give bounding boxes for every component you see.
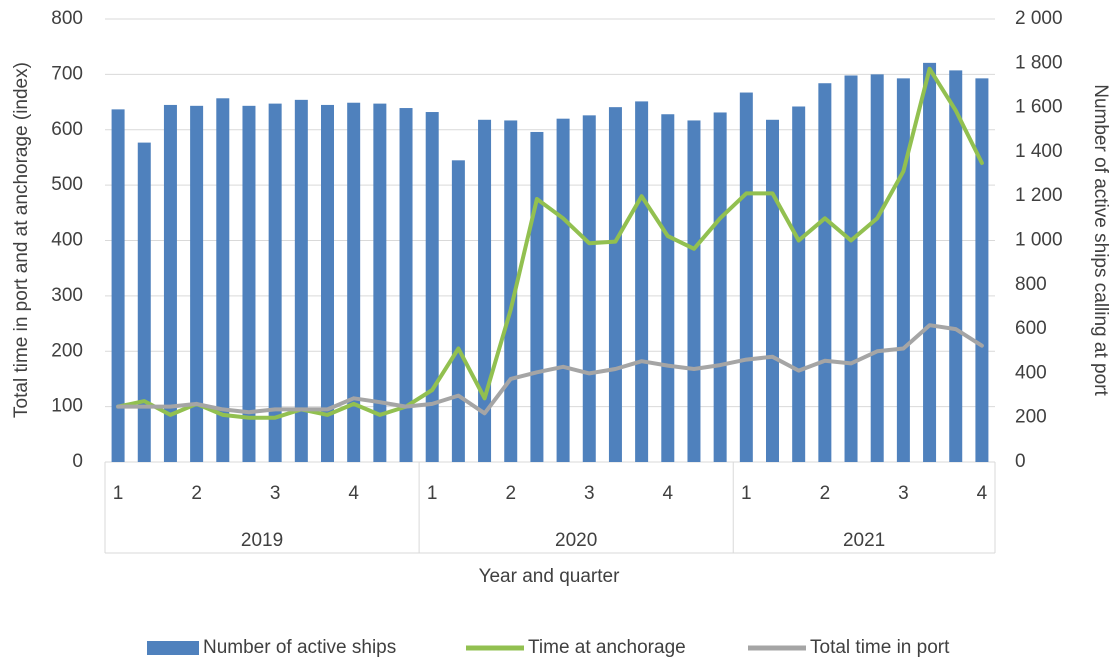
bar [608,107,622,463]
y-tick-label: 400 [51,230,83,251]
line [116,66,984,420]
bar [163,104,177,462]
line [116,323,984,416]
y2-tick-label: 1 200 [1015,185,1063,206]
bar [242,105,256,462]
bar [923,62,937,463]
y2-tick-label: 1 600 [1015,97,1063,118]
bar [373,103,387,462]
bar [190,105,204,462]
group-label: 2021 [843,530,885,551]
x-tick-label: 2 [505,483,516,504]
y-tick-label: 600 [51,119,83,140]
y2-axis-title: Number of active ships calling at port [1090,84,1111,396]
x-tick-label: 4 [348,483,359,504]
legend-swatch [147,641,199,655]
x-tick-label: 1 [427,483,438,504]
bar [582,115,596,462]
y-tick-label: 0 [72,451,83,472]
bar [268,103,282,462]
x-axis-title: Year and quarter [479,566,621,587]
x-tick-label: 1 [113,483,124,504]
bar [635,101,649,462]
y2-tick-label: 1 800 [1015,52,1063,73]
bar [137,142,151,463]
y2-tick-label: 2 000 [1015,8,1063,29]
x-tick-label: 2 [191,483,202,504]
bar [451,160,465,462]
legend-label: Total time in port [810,637,950,658]
bar [792,106,806,463]
bar [347,102,361,463]
y2-tick-label: 1 000 [1015,230,1063,251]
bar [321,104,334,462]
bar [739,92,753,463]
legend-label: Time at anchorage [528,637,686,658]
x-tick-label: 1 [741,483,752,504]
bar [870,74,884,462]
y-tick-label: 100 [51,396,83,417]
bar [399,108,413,462]
group-label: 2020 [555,530,597,551]
bar [111,109,125,462]
y-tick-label: 800 [51,8,83,29]
bar [661,114,675,463]
bar [949,70,963,462]
y2-tick-label: 200 [1015,407,1047,428]
x-tick-label: 3 [584,483,595,504]
bar [216,98,230,462]
x-tick-label: 3 [898,483,909,504]
bar [530,131,544,462]
y-tick-label: 500 [51,174,83,195]
y2-tick-label: 1 400 [1015,141,1063,162]
group-label: 2019 [241,530,283,551]
bar [425,112,439,462]
y2-tick-label: 600 [1015,318,1047,339]
legend-label: Number of active ships [203,637,396,658]
y2-tick-label: 0 [1015,451,1026,472]
x-tick-label: 4 [663,483,674,504]
bar [294,99,308,462]
y-axis-title: Total time in port and at anchorage (ind… [11,62,32,418]
x-tick-label: 3 [270,483,281,504]
bar [687,120,701,463]
bar [766,119,779,462]
x-tick-label: 2 [820,483,831,504]
y2-tick-label: 800 [1015,274,1047,295]
y2-tick-label: 400 [1015,362,1047,383]
y-tick-label: 200 [51,340,83,361]
y-tick-label: 700 [51,63,83,84]
bar [556,118,570,463]
bar [896,78,910,462]
bar [478,119,492,462]
bar [975,78,989,462]
x-tick-label: 4 [977,483,988,504]
bar [818,83,832,463]
bar [844,75,858,463]
bar [713,112,727,463]
y-tick-label: 300 [51,285,83,306]
